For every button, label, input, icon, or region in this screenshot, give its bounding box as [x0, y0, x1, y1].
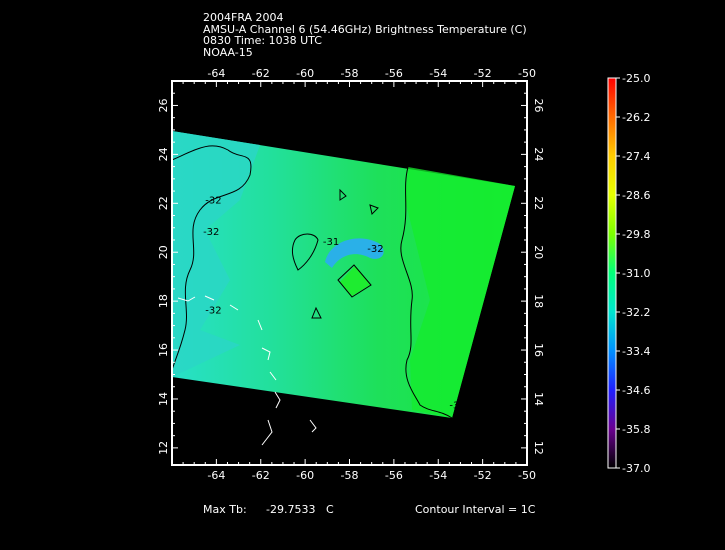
contour-label: -32	[203, 227, 219, 238]
cool-region	[172, 131, 260, 377]
contour-label-layer: -32 -32 -32 -31 -32 -31	[203, 195, 466, 411]
lon-tick-label-top: -52	[474, 67, 492, 80]
lon-tick-label-bottom: -58	[341, 469, 359, 482]
lon-tick-label-bottom: -60	[296, 469, 314, 482]
lat-tick-label-left: 16	[157, 343, 170, 357]
lon-tick-label-bottom: -50	[518, 469, 536, 482]
lon-tick-label-top: -64	[207, 67, 225, 80]
lon-tick-label-bottom: -56	[385, 469, 403, 482]
lon-tick-label-top: -56	[385, 67, 403, 80]
colorbar-label: -34.6	[622, 384, 650, 397]
title-line-2: AMSU-A Channel 6 (54.46GHz) Brightness T…	[203, 22, 527, 36]
max-tb-label: Max Tb:	[203, 503, 247, 516]
lon-tick-label-top: -58	[341, 67, 359, 80]
colorbar-label: -28.6	[622, 189, 650, 202]
contour-label: -32	[205, 195, 221, 206]
lat-tick-label-left: 26	[157, 98, 170, 112]
swath-layer	[172, 131, 515, 446]
contour-label: -32	[367, 244, 383, 255]
lat-tick-label-left: 22	[157, 196, 170, 210]
warm-region	[405, 167, 515, 418]
title-block: 2004FRA 2004 AMSU-A Channel 6 (54.46GHz)…	[203, 12, 527, 58]
lat-tick-label-right: 18	[532, 294, 545, 308]
colorbar	[607, 77, 617, 469]
warm-core	[340, 266, 370, 296]
lon-tick-label-top: -60	[296, 67, 314, 80]
colorbar-labels: -25.0 -26.2 -27.4 -28.6 -29.8 -31.0 -32.2 -33.4…	[616, 72, 650, 475]
colorbar-label: -33.4	[622, 345, 650, 358]
colorbar-label: -37.0	[622, 462, 650, 475]
colorbar-label: -29.8	[622, 228, 650, 241]
contour-lines	[172, 145, 453, 419]
colorbar-label: -26.2	[622, 111, 650, 124]
lat-tick-label-right: 20	[532, 245, 545, 259]
lat-tick-label-right: 14	[532, 392, 545, 406]
colorbar-label: -32.2	[622, 306, 650, 319]
contour-label: -31	[449, 401, 465, 412]
title-line-3: 0830 Time: 1038 UTC	[203, 34, 322, 47]
lat-tick-label-left: 24	[157, 147, 170, 161]
lat-tick-label-right: 22	[532, 196, 545, 210]
lat-tick-label-left: 14	[157, 392, 170, 406]
lat-tick-label-left: 12	[157, 441, 170, 455]
contour-label: -31	[323, 237, 339, 248]
colorbar-label: -31.0	[622, 267, 650, 280]
title-line-4: NOAA-15	[203, 45, 253, 59]
axis-ticks: -64 -64 -62 -62 -60 -60 -58 -58 -56 -56 -54 -54 -52 -…	[157, 67, 545, 482]
contour-interval: Contour Interval = 1C	[415, 503, 536, 516]
contour-label: -32	[205, 305, 221, 316]
lat-tick-label-right: 16	[532, 343, 545, 357]
lon-tick-label-bottom: -52	[474, 469, 492, 482]
cold-crescent	[325, 238, 384, 268]
lon-tick-label-bottom: -62	[252, 469, 270, 482]
lat-tick-label-right: 26	[532, 98, 545, 112]
coastlines	[177, 295, 317, 446]
lat-tick-label-left: 20	[157, 245, 170, 259]
lat-tick-label-right: 24	[532, 147, 545, 161]
max-tb-unit: C	[326, 503, 334, 516]
lon-tick-label-top: -62	[252, 67, 270, 80]
lat-tick-label-right: 12	[532, 441, 545, 455]
lon-tick-label-bottom: -64	[207, 469, 225, 482]
max-tb-value: -29.7533	[266, 503, 316, 516]
title-line-1: 2004FRA 2004	[203, 11, 284, 24]
lon-tick-label-top: -54	[429, 67, 447, 80]
colorbar-label: -27.4	[622, 150, 650, 163]
lon-tick-label-top: -50	[518, 67, 536, 80]
colorbar-label: -35.8	[622, 423, 650, 436]
lat-tick-label-left: 18	[157, 294, 170, 308]
lon-tick-label-bottom: -54	[429, 469, 447, 482]
colorbar-label: -25.0	[622, 72, 650, 85]
